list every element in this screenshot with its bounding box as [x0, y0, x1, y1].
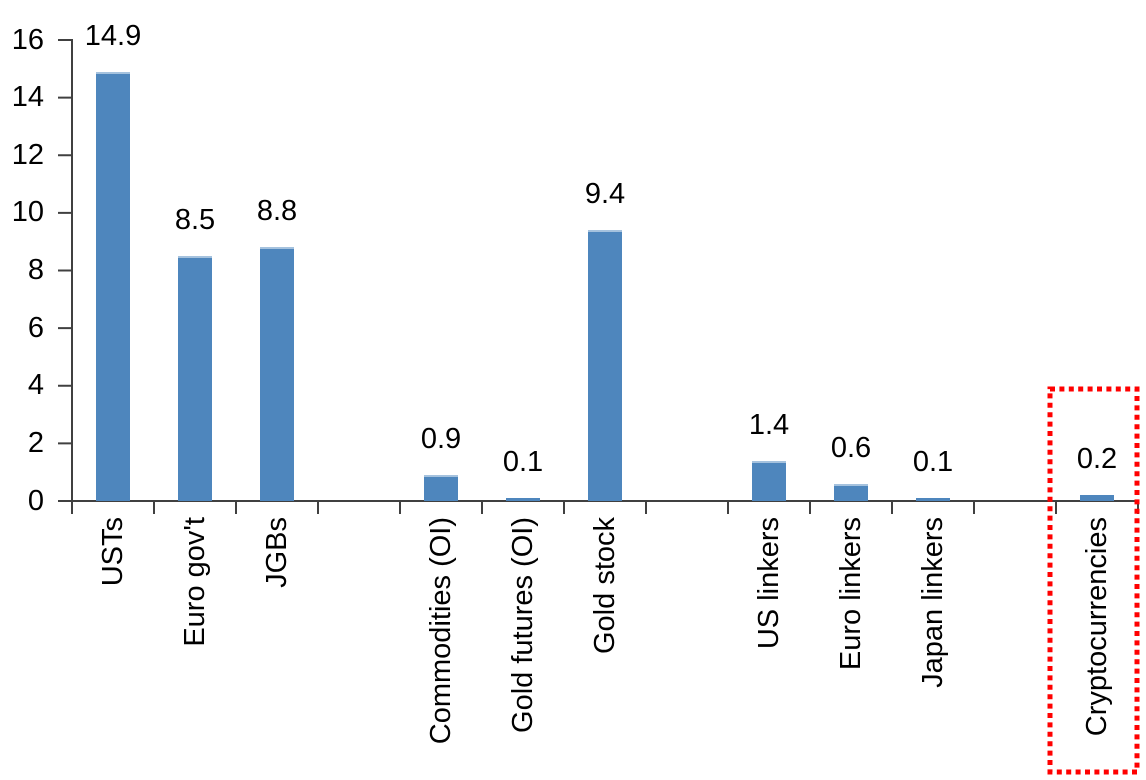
highlight-box: [1047, 386, 1140, 775]
